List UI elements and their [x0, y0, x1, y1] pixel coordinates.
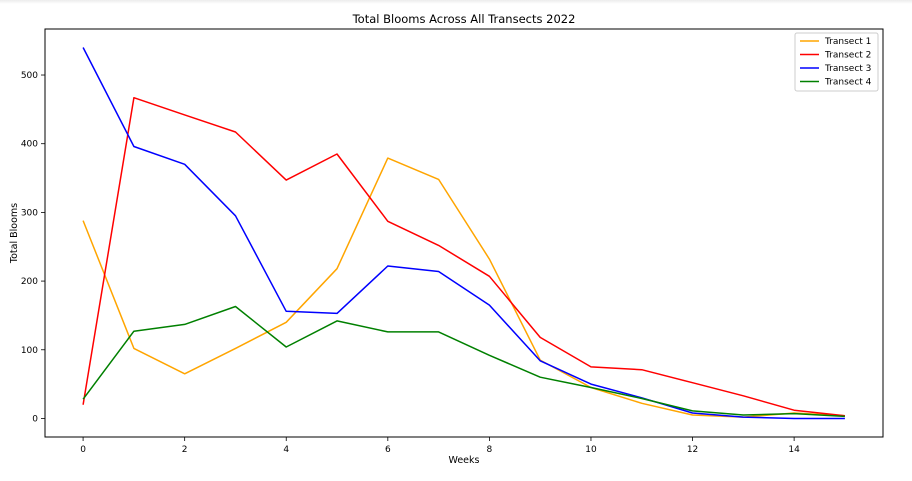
axis-ticks: 0 2 4 6 8 10 12 14 0 100 200 300 400 500 — [21, 71, 800, 455]
plot-area — [82, 47, 845, 420]
y-tick-label: 0 — [32, 414, 38, 424]
x-tick-label: 14 — [788, 445, 800, 455]
x-tick-label: 12 — [687, 445, 698, 455]
series-line-4 — [82, 305, 845, 418]
x-tick-label: 2 — [182, 445, 188, 455]
series-line-3 — [82, 47, 845, 420]
x-tick-label: 4 — [283, 445, 289, 455]
series-line-1 — [82, 157, 845, 418]
top-edge-shadow — [0, 0, 912, 4]
legend: Transect 1 Transect 2 Transect 3 Transect 4 — [794, 32, 879, 92]
y-tick-label: 400 — [21, 140, 38, 150]
y-tick-label: 100 — [21, 346, 38, 356]
chart-title: Total Blooms Across All Transects 2022 — [352, 12, 576, 26]
x-tick-label: 10 — [585, 445, 597, 455]
legend-label-3: Transect 3 — [824, 64, 871, 74]
legend-box — [794, 32, 879, 92]
series-line-2 — [82, 96, 845, 417]
y-tick-label: 200 — [21, 277, 38, 287]
y-tick-label: 500 — [21, 71, 38, 81]
plot-frame — [44, 28, 884, 438]
legend-label-2: Transect 2 — [824, 51, 871, 61]
x-tick-label: 0 — [80, 445, 86, 455]
x-tick-label: 6 — [385, 445, 391, 455]
legend-label-4: Transect 4 — [824, 78, 872, 88]
legend-label-1: Transect 1 — [824, 37, 871, 47]
y-tick-label: 300 — [21, 208, 38, 218]
x-axis-label: Weeks — [449, 455, 480, 466]
y-axis-label: Total Blooms — [9, 203, 20, 264]
x-tick-label: 8 — [487, 445, 493, 455]
